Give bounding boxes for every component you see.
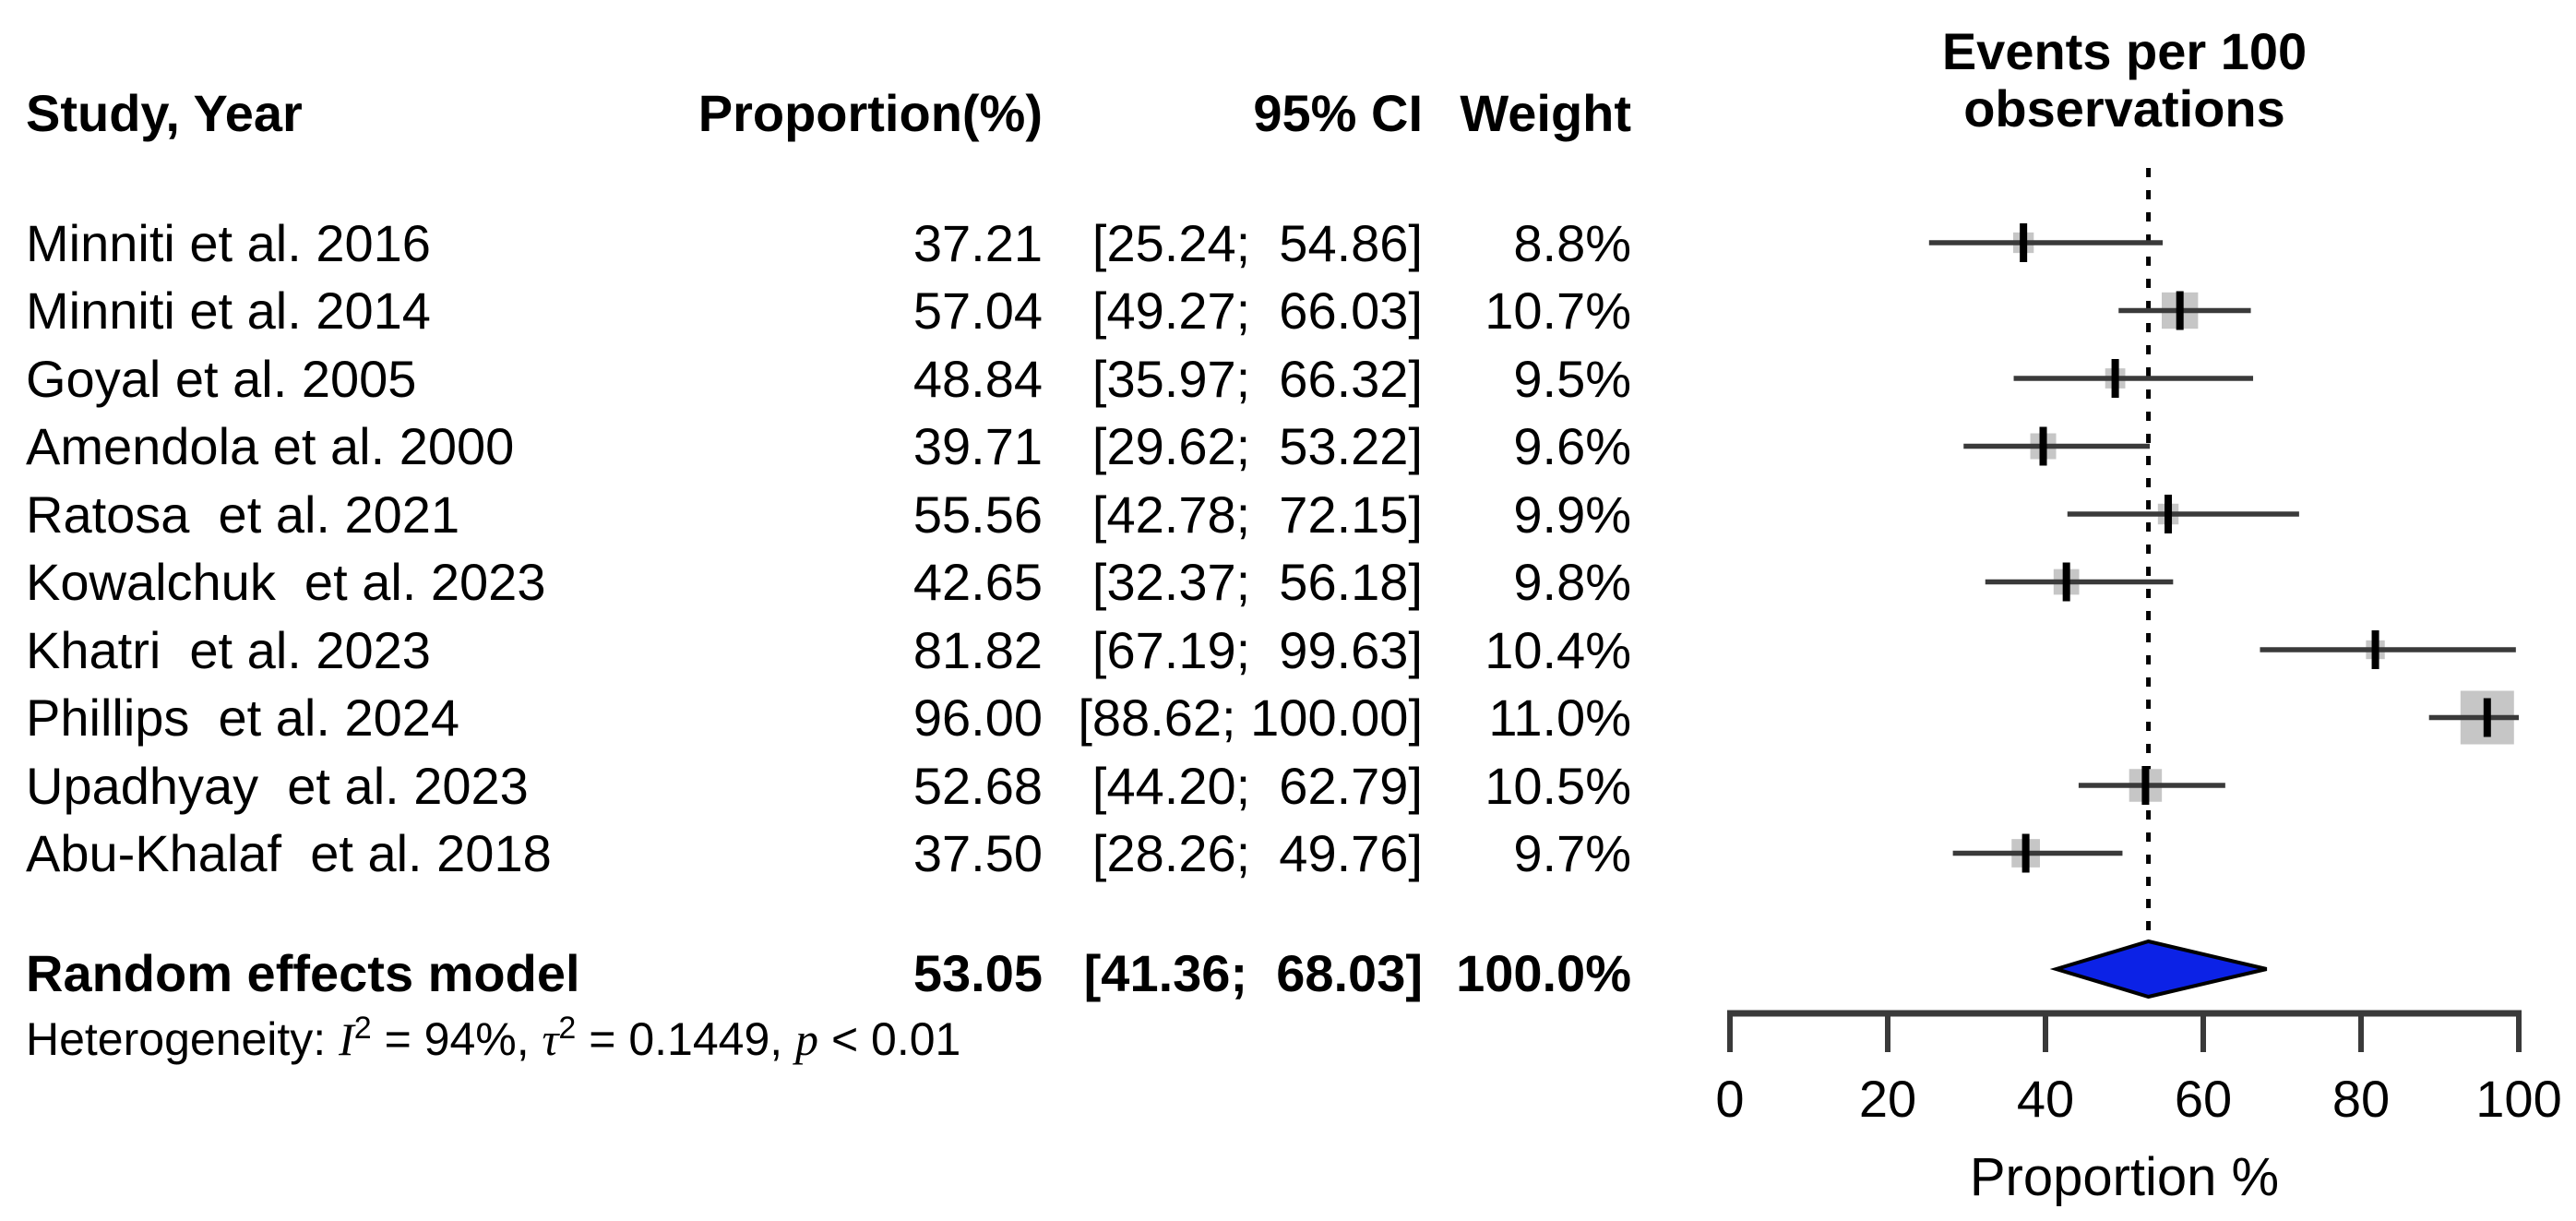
ci-value: [88.62; 100.00] [1078, 688, 1423, 747]
axis-tick-label: 40 [2017, 1070, 2074, 1128]
point-marker [2176, 291, 2184, 330]
summary-row: Random effects model 53.05 [41.36; 68.03… [26, 940, 1631, 1007]
heterogeneity-i2-value: = 94%, [371, 1013, 543, 1065]
point-marker [2165, 495, 2173, 533]
header-proportion: Proportion(%) [698, 84, 1043, 142]
tau-squared-exponent: 2 [558, 1011, 577, 1046]
proportion-value: 39.71 [912, 417, 1043, 475]
ci-value: [28.26; 49.76] [1091, 824, 1423, 882]
point-marker [2062, 562, 2070, 602]
table-row: Goyal et al. 2005 48.84 [35.97; 66.32] 9… [26, 345, 1631, 413]
heterogeneity-p-value: < 0.01 [818, 1013, 961, 1065]
proportion-value: 48.84 [912, 350, 1043, 408]
ci-value: [35.97; 66.32] [1091, 350, 1423, 408]
table-header: Study, Year Proportion(%) 95% CI Weight [26, 79, 1631, 147]
proportion-value: 37.21 [912, 214, 1043, 272]
i-squared-exponent: 2 [353, 1011, 372, 1046]
heterogeneity-note: Heterogeneity: I2 = 94%, τ2 = 0.1449, p … [26, 1011, 960, 1068]
header-study: Study, Year [26, 84, 303, 142]
point-marker [2141, 766, 2150, 805]
point-marker [2371, 630, 2379, 669]
study-label: Phillips et al. 2024 [26, 688, 460, 747]
study-label: Ratosa et al. 2021 [26, 485, 460, 544]
ci-value: [44.20; 62.79] [1091, 757, 1423, 815]
point-marker [2021, 833, 2030, 873]
axis-tick-label: 0 [1715, 1070, 1744, 1128]
summary-label: Random effects model [26, 944, 580, 1002]
study-label: Kowalchuk et al. 2023 [26, 553, 546, 611]
study-label: Minniti et al. 2014 [26, 281, 431, 340]
study-label: Upadhyay et al. 2023 [26, 757, 529, 815]
proportion-value: 57.04 [912, 281, 1043, 340]
summary-weight: 100.0% [1456, 944, 1631, 1002]
table-row: Khatri et al. 2023 81.82 [67.19; 99.63] … [26, 616, 1631, 684]
proportion-value: 81.82 [912, 621, 1043, 679]
point-marker [2020, 223, 2028, 262]
study-label: Abu-Khalaf et al. 2018 [26, 824, 552, 882]
proportion-value: 42.65 [912, 553, 1043, 611]
weight-value: 10.7% [1485, 281, 1631, 340]
axis-tick-label: 100 [2475, 1070, 2561, 1128]
table-row: Upadhyay et al. 2023 52.68 [44.20; 62.79… [26, 752, 1631, 820]
heterogeneity-tau2-value: = 0.1449, [576, 1013, 796, 1065]
axis-tick-label: 60 [2175, 1070, 2232, 1128]
point-marker [2483, 698, 2491, 737]
study-label: Minniti et al. 2016 [26, 214, 431, 272]
weight-value: 8.8% [1513, 214, 1631, 272]
table-row: Kowalchuk et al. 2023 42.65 [32.37; 56.1… [26, 548, 1631, 616]
summary-ci: [41.36; 68.03] [1083, 944, 1423, 1002]
table-row: Minniti et al. 2014 57.04 [49.27; 66.03]… [26, 277, 1631, 344]
weight-value: 9.6% [1513, 417, 1631, 475]
weight-value: 10.4% [1485, 621, 1631, 679]
proportion-value: 37.50 [912, 824, 1043, 882]
pooled-diamond [2049, 939, 2268, 1000]
p-symbol: p [795, 1013, 819, 1065]
weight-value: 9.9% [1513, 485, 1631, 544]
table-row: Ratosa et al. 2021 55.56 [42.78; 72.15] … [26, 481, 1631, 548]
weight-value: 11.0% [1488, 688, 1631, 747]
ci-value: [29.62; 53.22] [1091, 417, 1423, 475]
plot-title-line2: observations [1963, 79, 2285, 138]
i-squared-symbol: I [339, 1013, 354, 1065]
ci-value: [42.78; 72.15] [1091, 485, 1423, 544]
tau-squared-symbol: τ [542, 1013, 559, 1065]
proportion-value: 55.56 [912, 485, 1043, 544]
study-label: Khatri et al. 2023 [26, 621, 431, 679]
study-label: Amendola et al. 2000 [26, 417, 515, 475]
heterogeneity-label: Heterogeneity: [26, 1013, 340, 1065]
point-marker [2111, 359, 2119, 398]
table-row: Abu-Khalaf et al. 2018 37.50 [28.26; 49.… [26, 820, 1631, 887]
ci-value: [25.24; 54.86] [1091, 214, 1423, 272]
axis-tick-label: 80 [2332, 1070, 2390, 1128]
weight-value: 9.7% [1513, 824, 1631, 882]
header-ci: 95% CI [1253, 84, 1423, 142]
plot-title-line1: Events per 100 [1942, 22, 2307, 80]
table-row: Minniti et al. 2016 37.21 [25.24; 54.86]… [26, 209, 1631, 277]
x-axis-title: Proportion % [1970, 1147, 2279, 1207]
proportion-value: 52.68 [912, 757, 1043, 815]
table-row: Amendola et al. 2000 39.71 [29.62; 53.22… [26, 413, 1631, 480]
study-label: Goyal et al. 2005 [26, 350, 417, 408]
table-row: Phillips et al. 2024 96.00 [88.62; 100.0… [26, 684, 1631, 751]
summary-proportion: 53.05 [912, 944, 1043, 1002]
ci-value: [67.19; 99.63] [1091, 621, 1423, 679]
weight-value: 9.5% [1513, 350, 1631, 408]
point-marker [2039, 426, 2047, 466]
weight-value: 10.5% [1485, 757, 1631, 815]
header-weight: Weight [1460, 84, 1631, 142]
proportion-value: 96.00 [912, 688, 1043, 747]
ci-value: [32.37; 56.18] [1091, 553, 1423, 611]
weight-value: 9.8% [1513, 553, 1631, 611]
axis-tick-label: 20 [1859, 1070, 1916, 1128]
ci-value: [49.27; 66.03] [1091, 281, 1423, 340]
